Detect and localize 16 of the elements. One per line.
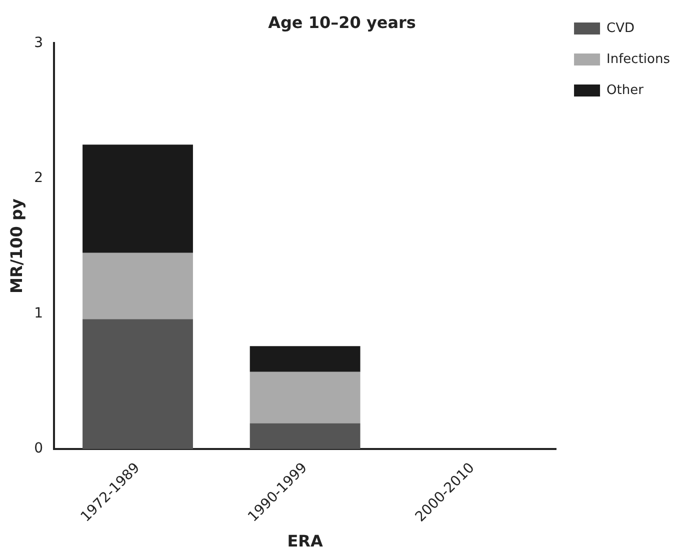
bar bbox=[250, 372, 360, 424]
y-tick-label: 3 bbox=[34, 34, 44, 51]
legend-label: Other bbox=[606, 82, 644, 98]
y-tick-label: 2 bbox=[34, 170, 44, 186]
bar bbox=[250, 423, 360, 449]
y-axis-title: MR/100 py bbox=[6, 198, 26, 294]
chart-title: Age 10–20 years bbox=[268, 12, 416, 32]
legend-label: Infections bbox=[606, 52, 670, 67]
y-tick-label: 0 bbox=[34, 440, 44, 457]
bar bbox=[82, 144, 193, 253]
bar bbox=[82, 319, 193, 449]
legend-label: CVD bbox=[606, 20, 635, 36]
bar bbox=[250, 346, 360, 372]
y-tick-label: 1 bbox=[34, 305, 44, 322]
x-axis-title: ERA bbox=[287, 532, 324, 551]
bar bbox=[82, 252, 193, 320]
